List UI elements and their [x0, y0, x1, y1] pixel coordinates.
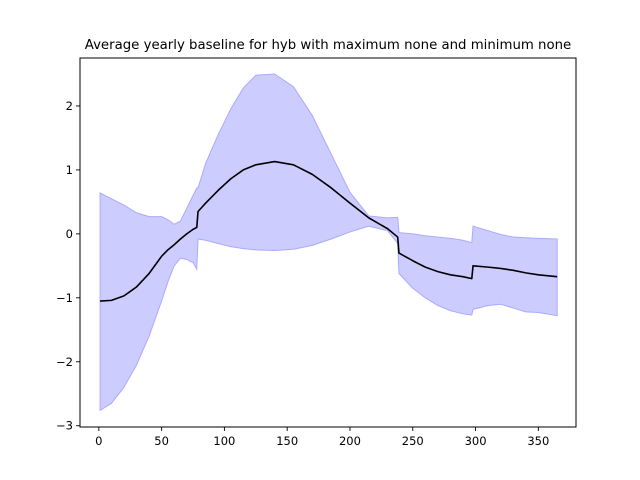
x-tick-label: 150 — [276, 434, 298, 448]
axes-frame — [79, 57, 577, 428]
x-tick-label: 0 — [95, 434, 102, 448]
x-tick-label: 250 — [402, 434, 424, 448]
plot-area — [99, 73, 558, 412]
x-tick-label: 300 — [465, 434, 487, 448]
x-tick-label: 350 — [527, 434, 549, 448]
band-area — [99, 73, 558, 412]
x-tick-label: 100 — [213, 434, 235, 448]
y-tick-label: 2 — [66, 99, 73, 113]
chart-title: Average yearly baseline for hyb with max… — [85, 38, 571, 53]
y-tick-label: −2 — [56, 355, 73, 369]
y-tick-label: 1 — [66, 163, 73, 177]
y-tick-label: −1 — [56, 291, 73, 305]
axis-ticks: 0 50 100 150 200 250 300 350 −3 −2 −1 0 1 2 — [56, 99, 549, 448]
y-tick-label: −3 — [56, 419, 73, 433]
y-tick-label: 0 — [66, 227, 73, 241]
mean-line — [100, 160, 558, 302]
x-tick-label: 200 — [339, 434, 361, 448]
x-tick-label: 50 — [154, 434, 169, 448]
